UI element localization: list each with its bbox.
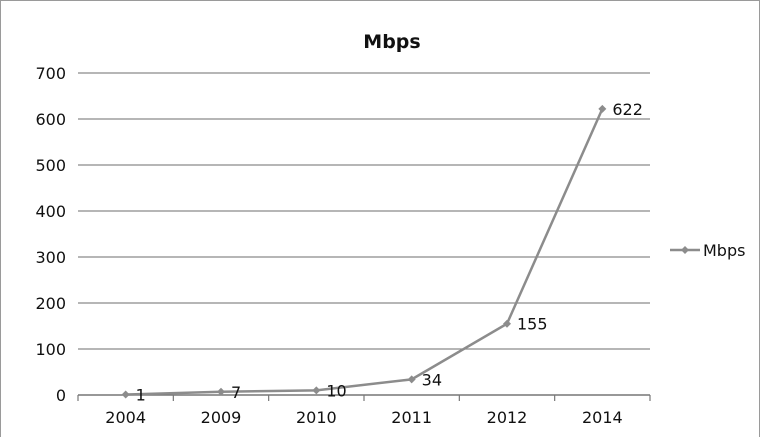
- chart-title: Mbps: [363, 31, 420, 53]
- x-tick-label: 2009: [201, 408, 242, 427]
- x-tick-label: 2010: [296, 408, 337, 427]
- data-point: [598, 104, 607, 113]
- y-tick-label: 400: [35, 202, 66, 221]
- y-tick-label: 100: [35, 340, 66, 359]
- y-tick-label: 200: [35, 294, 66, 313]
- y-tick-label: 300: [35, 248, 66, 267]
- x-axis: 2004 2009 2010 2011 2012 2014: [77, 394, 651, 427]
- data-label: 34: [422, 370, 442, 389]
- data-point: [503, 319, 511, 328]
- data-labels: 1 7 10 34 155 622: [136, 100, 643, 405]
- data-point: [312, 386, 321, 395]
- legend-label: Mbps: [703, 241, 745, 260]
- data-point: [407, 375, 416, 384]
- data-point: [217, 387, 225, 396]
- data-label: 1: [136, 386, 146, 405]
- x-tick-label: 2014: [582, 408, 623, 427]
- gridlines: [78, 72, 650, 350]
- x-tick-label: 2012: [487, 408, 528, 427]
- data-label: 10: [326, 381, 346, 400]
- y-tick-label: 0: [56, 386, 66, 405]
- x-tick-label: 2011: [391, 408, 432, 427]
- series-line-mbps: [125, 108, 604, 396]
- y-tick-label: 700: [35, 64, 66, 83]
- y-tick-label: 500: [35, 156, 66, 175]
- series-lines: [121, 104, 607, 399]
- y-axis-ticks: 0 100 200 300 400 500 600 700: [35, 64, 66, 405]
- data-label: 622: [612, 100, 643, 119]
- data-label: 155: [517, 315, 548, 334]
- legend: Mbps: [670, 241, 745, 260]
- data-point: [121, 390, 130, 399]
- data-label: 7: [231, 383, 241, 402]
- x-tick-label: 2004: [105, 408, 146, 427]
- y-tick-label: 600: [35, 110, 66, 129]
- legend-marker: [681, 246, 689, 254]
